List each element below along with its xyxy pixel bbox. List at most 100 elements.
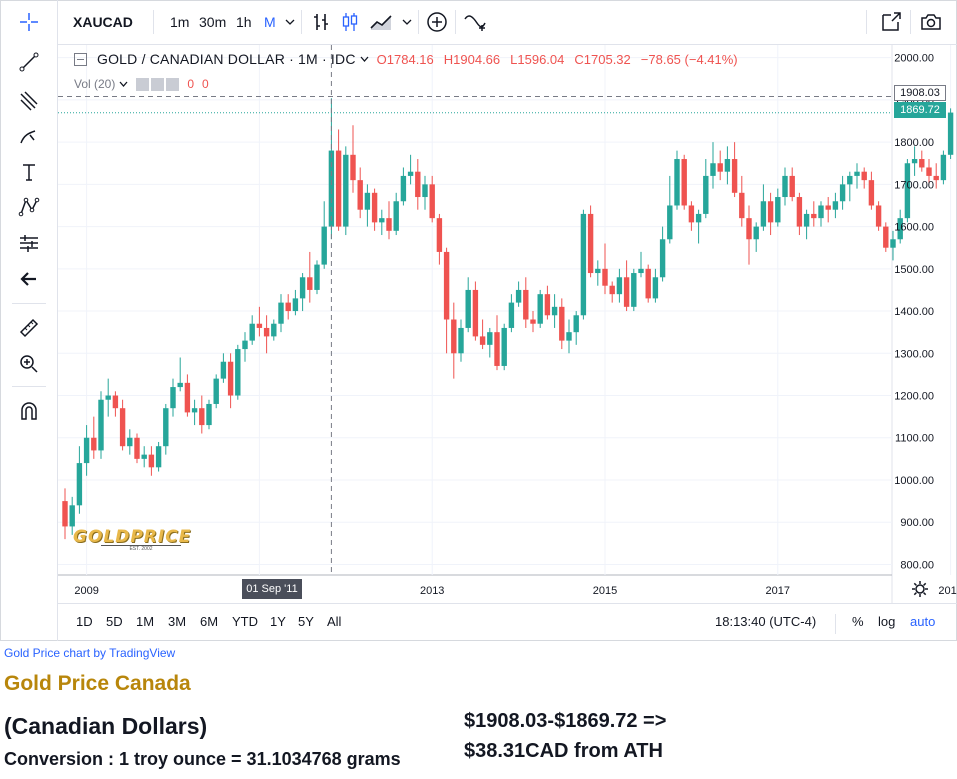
trend-line-icon[interactable] (14, 48, 44, 76)
interval-1m[interactable]: 1m (170, 14, 190, 30)
candle-body (947, 112, 954, 155)
candle-body (357, 180, 363, 210)
note-line-2: $38.31CAD from ATH (464, 740, 663, 762)
goldprice-logo: GOLDPRICE EST. 2002 (73, 527, 208, 552)
candle-body (875, 205, 882, 227)
auto-toggle[interactable]: auto (910, 614, 936, 629)
back-arrow-icon[interactable] (14, 265, 44, 293)
candle-body (883, 226, 889, 248)
gear-icon[interactable] (911, 580, 929, 598)
candle-body (191, 408, 198, 413)
range-1m[interactable]: 1M (136, 614, 155, 629)
candle-body (278, 302, 284, 324)
candle-body (415, 171, 421, 198)
ruler-icon[interactable] (14, 314, 44, 342)
bottom-toolbar: 1D 5D 1M 3M 6M YTD 1Y 5Y All 18:13:40 (U… (57, 603, 957, 642)
x-tick-label: 2017 (766, 585, 790, 597)
candle-body (926, 167, 932, 176)
candle-body (227, 361, 234, 396)
x-tick-label: 2019 (938, 585, 957, 597)
ath-price-label: 1908.03 (894, 85, 946, 101)
candle-body (753, 226, 759, 240)
log-toggle[interactable]: log (878, 614, 896, 629)
interval-1h[interactable]: 1h (236, 14, 252, 30)
note-line-1: $1908.03-$1869.72 => (464, 710, 667, 732)
candle-body (796, 197, 803, 227)
candle-body (292, 298, 299, 312)
candle-body (134, 437, 140, 459)
fullscreen-icon[interactable] (880, 8, 902, 36)
crosshair-icon[interactable] (14, 8, 44, 36)
chevron-down-icon[interactable] (360, 56, 369, 63)
candle-body (616, 277, 623, 295)
y-tick-label: 2000.00 (894, 53, 934, 65)
candle-body (242, 340, 248, 350)
compare-icon[interactable] (463, 8, 489, 36)
percent-toggle[interactable]: % (852, 614, 864, 629)
y-tick-label: 1700.00 (894, 179, 934, 191)
chart-widget (0, 0, 957, 641)
candle-body (717, 163, 723, 172)
ohlc-close: C1705.32 (574, 51, 631, 67)
candle-body (177, 382, 183, 388)
pattern-icon[interactable] (14, 193, 44, 221)
candle-body (775, 197, 781, 223)
candle-body (695, 213, 702, 223)
price-chart[interactable]: 800.00 900.00 1000.00 1100.00 1200.00 1300.00… (0, 0, 957, 641)
magnet-icon[interactable] (14, 398, 44, 426)
collapse-legend-icon[interactable] (74, 52, 87, 66)
candle-body (443, 251, 450, 320)
candle-body (724, 159, 731, 172)
camera-icon[interactable] (919, 8, 943, 36)
top-toolbar: XAUCAD 1m 30m 1h M (57, 0, 957, 45)
range-5y[interactable]: 5Y (298, 614, 314, 629)
range-3m[interactable]: 3M (168, 614, 187, 629)
range-all[interactable]: All (327, 614, 342, 629)
candle-body (314, 264, 320, 290)
bars-style-icon[interactable] (312, 8, 330, 36)
candle-body (249, 323, 255, 341)
range-1d[interactable]: 1D (76, 614, 93, 629)
range-1y[interactable]: 1Y (270, 614, 286, 629)
text-tool-icon[interactable] (14, 158, 44, 186)
close-icon[interactable] (166, 77, 180, 91)
candle-body (343, 154, 349, 227)
chevron-down-icon[interactable] (402, 8, 412, 36)
candle-body (667, 205, 673, 240)
range-6m[interactable]: 6M (200, 614, 219, 629)
candle-body (868, 180, 875, 206)
tradingview-credit-link[interactable]: Gold Price chart by TradingView (4, 646, 176, 660)
candle-body (566, 332, 572, 341)
prediction-tools-icon[interactable] (14, 229, 44, 257)
indicators-plus-icon[interactable] (426, 8, 448, 36)
candle-body (429, 184, 435, 219)
symbol-search[interactable]: XAUCAD (73, 14, 133, 30)
zoom-in-icon[interactable] (14, 350, 44, 378)
series-title: GOLD / CANADIAN DOLLAR · 1M · IDC (97, 51, 356, 67)
candle-body (746, 218, 752, 240)
settings-icon[interactable] (151, 77, 165, 91)
candle-body (422, 184, 428, 198)
candle-body (760, 201, 767, 227)
candle-body (393, 201, 399, 231)
eye-icon[interactable] (136, 77, 150, 91)
candles-style-icon[interactable] (341, 8, 359, 36)
chevron-down-icon[interactable] (285, 8, 295, 36)
candle-body (767, 201, 774, 223)
candle-body (350, 154, 356, 181)
candle-body (501, 327, 507, 366)
chevron-down-icon[interactable] (119, 81, 128, 88)
fib-tools-icon[interactable] (14, 86, 44, 114)
candle-body (465, 289, 471, 328)
candle-body (458, 327, 464, 354)
candle-body (487, 332, 493, 345)
range-5d[interactable]: 5D (106, 614, 123, 629)
interval-monthly[interactable]: M (264, 14, 276, 30)
area-style-icon[interactable] (369, 8, 393, 36)
interval-30m[interactable]: 30m (199, 14, 227, 30)
conversion-text: Conversion : 1 troy ounce = 31.1034768 g… (4, 749, 401, 769)
clock-time[interactable]: 18:13:40 (UTC-4) (715, 614, 817, 629)
range-ytd[interactable]: YTD (232, 614, 258, 629)
candle-body (739, 192, 745, 219)
brush-icon[interactable] (14, 122, 44, 150)
